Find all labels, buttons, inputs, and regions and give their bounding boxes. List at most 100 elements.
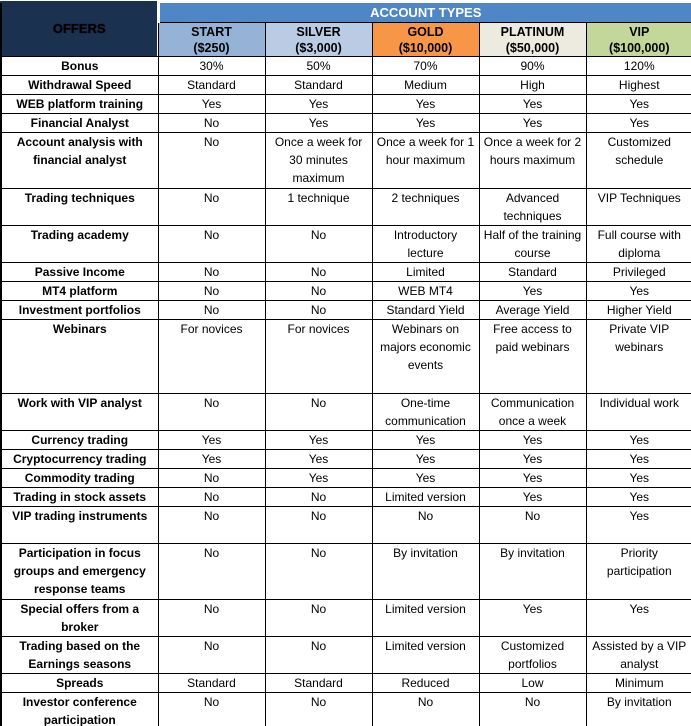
offer-value: Limited (371, 262, 480, 282)
account-type-deposit: ($100,000) (609, 41, 670, 55)
offer-value: No (157, 262, 266, 282)
offer-value: Yes (157, 430, 266, 450)
offer-value: Yes (157, 449, 266, 469)
offer-value: No (157, 132, 266, 189)
offer-value: Standard (157, 75, 266, 95)
table-row: Trading in stock assets No No Limited versi… (0, 487, 691, 507)
offer-value: No (157, 393, 266, 431)
offer-value: No (157, 468, 266, 488)
offer-value: Yes (371, 430, 480, 450)
offer-value: VIP Techniques (585, 188, 691, 226)
offer-label: Withdrawal Speed (0, 75, 159, 95)
offer-value: Limited version (371, 636, 480, 674)
offer-value: Free access to paid webinars (478, 319, 587, 394)
account-type-name: SILVER (296, 25, 341, 39)
table-row: Bonus 30% 50% 70% 90% 120% (0, 56, 691, 76)
offer-value: No (157, 225, 266, 263)
offer-value: No (157, 692, 266, 726)
offer-value: No (157, 506, 266, 544)
offer-value: No (264, 300, 373, 320)
offer-label: MT4 platform (0, 281, 159, 301)
offer-value: Individual work (585, 393, 691, 431)
offer-value: Standard (264, 75, 373, 95)
offer-value: Yes (478, 487, 587, 507)
offer-value: No (264, 599, 373, 637)
offer-value: Yes (371, 94, 480, 114)
offer-value: No (157, 487, 266, 507)
offer-label: Trading academy (0, 225, 159, 263)
offer-value: Yes (264, 113, 373, 133)
offer-value: No (264, 225, 373, 263)
offer-value: No (264, 543, 373, 600)
offer-value: 70% (371, 56, 480, 76)
offer-label: Participation in focus groups and emerge… (0, 543, 159, 600)
offer-label: Investor conference participation (0, 692, 159, 726)
offer-value: Introductory lecture (371, 225, 480, 263)
offer-value: Reduced (371, 673, 480, 693)
offer-label: Special offers from a broker (0, 599, 159, 637)
table-row: Commodity trading No Yes Yes Yes Yes (0, 468, 691, 488)
offer-value: Yes (585, 94, 691, 114)
offer-value: Yes (478, 281, 587, 301)
offer-value: Yes (585, 449, 691, 469)
offer-value: Yes (264, 94, 373, 114)
offer-value: No (264, 393, 373, 431)
offer-value: Private VIP webinars (585, 319, 691, 394)
offer-label: Account analysis with financial analyst (0, 132, 159, 189)
table-row: Investor conference participation No No No N… (0, 692, 691, 726)
offer-value: No (157, 636, 266, 674)
offer-value: 30% (157, 56, 266, 76)
table-row: Investment portfolios No No Standard Yield A… (0, 300, 691, 320)
offer-value: No (157, 188, 266, 226)
offers-corner-header: OFFERS (0, 0, 159, 57)
table-row: Account analysis with financial analyst N… (0, 132, 691, 189)
table-row: Currency trading Yes Yes Yes Yes Yes (0, 430, 691, 450)
offer-value: No (264, 636, 373, 674)
offer-value: Webinars on majors economic events (371, 319, 480, 394)
offer-value: Yes (264, 430, 373, 450)
offer-value: No (264, 692, 373, 726)
offer-value: Yes (585, 281, 691, 301)
offer-value: Yes (585, 506, 691, 544)
offer-value: Standard Yield (371, 300, 480, 320)
table-row: Participation in focus groups and emerge… (0, 543, 691, 600)
offer-value: Yes (585, 599, 691, 637)
column-header-silver: SILVER ($3,000) (264, 22, 373, 57)
offer-value: No (157, 599, 266, 637)
offer-value: Yes (478, 430, 587, 450)
offer-value: Once a week for 30 minutes maximum (264, 132, 373, 189)
table-body: Bonus 30% 50% 70% 90% 120% Withdrawal Speed Sta… (0, 56, 691, 726)
offer-label: Commodity trading (0, 468, 159, 488)
offer-value: Yes (478, 599, 587, 637)
offer-value: By invitation (585, 692, 691, 726)
offer-value: No (157, 281, 266, 301)
offer-value: Advanced techniques (478, 188, 587, 226)
table-row: MT4 platform No No WEB MT4 Yes Yes (0, 281, 691, 301)
table-row: Trading based on the Earnings seasons No N… (0, 636, 691, 674)
offer-value: Once a week for 1 hour maximum (371, 132, 480, 189)
offer-value: Yes (585, 113, 691, 133)
table-row: Passive Income No No Limited Standard Privile… (0, 262, 691, 282)
offer-value: Yes (478, 94, 587, 114)
column-header-row: START ($250) SILVER ($3,000) GOLD ($10,000) PL… (1, 22, 691, 57)
column-header-gold: GOLD ($10,000) (371, 22, 480, 57)
offer-value: No (478, 692, 587, 726)
offer-value: By invitation (478, 543, 587, 600)
offer-label: Webinars (0, 319, 159, 394)
table-row: Trading techniques No 1 technique 2 techniq… (0, 188, 691, 226)
account-type-deposit: ($50,000) (505, 41, 560, 55)
offer-value: Minimum (585, 673, 691, 693)
offer-value: Standard (157, 673, 266, 693)
table-row: Trading academy No No Introductory lecture H… (0, 225, 691, 263)
offer-value: Yes (264, 468, 373, 488)
offer-value: Highest (585, 75, 691, 95)
offer-value: One-time communication (371, 393, 480, 431)
account-type-name: GOLD (407, 25, 444, 39)
offer-value: For novices (157, 319, 266, 394)
offer-label: Trading in stock assets (0, 487, 159, 507)
offer-value: No (264, 281, 373, 301)
offer-value: Yes (585, 468, 691, 488)
table-header: OFFERS ACCOUNT TYPES START ($250) SILVER ($… (0, 0, 691, 57)
